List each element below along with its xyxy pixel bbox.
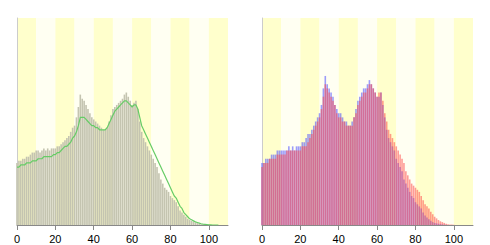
svg-text:60: 60 [371,233,383,245]
svg-text:100: 100 [445,233,463,245]
svg-text:0: 0 [259,233,265,245]
svg-text:60: 60 [126,233,138,245]
svg-text:0: 0 [14,233,20,245]
svg-text:40: 40 [333,233,345,245]
svg-text:20: 20 [49,233,61,245]
svg-text:80: 80 [409,233,421,245]
svg-text:20: 20 [294,233,306,245]
svg-text:40: 40 [88,233,100,245]
svg-text:100: 100 [200,233,218,245]
svg-text:80: 80 [164,233,176,245]
